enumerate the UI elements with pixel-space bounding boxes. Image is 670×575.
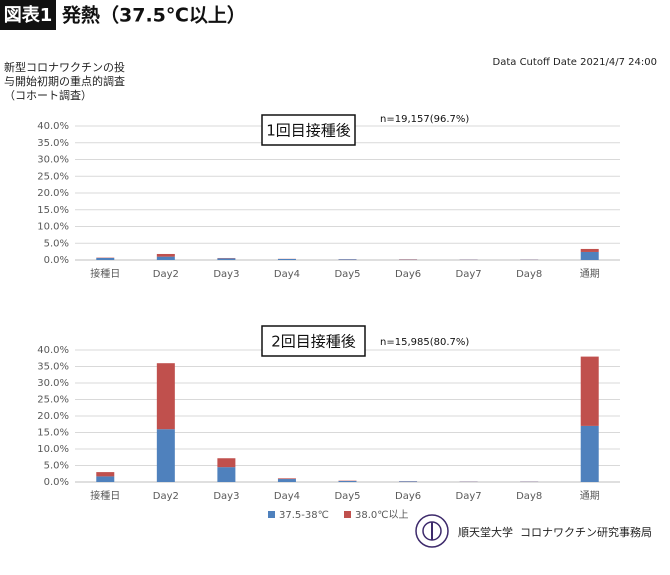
x-tick-label: Day8 bbox=[516, 491, 542, 502]
x-tick-label: Day6 bbox=[395, 269, 421, 280]
bar-segment bbox=[580, 356, 599, 426]
y-tick-label: 25.0% bbox=[37, 171, 69, 182]
x-tick-label: Day5 bbox=[334, 491, 360, 502]
badge: 図表1 bbox=[4, 4, 53, 26]
cutoff: Data Cutoff Date 2021/4/7 24:00 bbox=[493, 57, 657, 68]
sample-size: n=19,157(96.7%) bbox=[380, 114, 469, 125]
bar-segment bbox=[156, 253, 175, 257]
x-tick-label: Day4 bbox=[274, 491, 300, 502]
legend-label: 37.5-38℃ bbox=[279, 510, 329, 521]
bar-segment bbox=[338, 481, 357, 482]
y-tick-label: 30.0% bbox=[37, 378, 69, 389]
x-tick-label: Day4 bbox=[274, 269, 300, 280]
x-tick-label: Day3 bbox=[213, 269, 239, 280]
x-tick-label: 接種日 bbox=[90, 489, 120, 502]
bar-segment bbox=[338, 259, 357, 260]
logo bbox=[415, 514, 449, 548]
footer-office: コロナワクチン研究事務局 bbox=[520, 525, 652, 539]
y-tick-label: 30.0% bbox=[37, 155, 69, 166]
bar-segment bbox=[277, 479, 296, 482]
y-tick-label: 15.0% bbox=[37, 205, 69, 216]
legend-swatch bbox=[268, 511, 275, 518]
annotation-box: 2回目接種後 bbox=[271, 333, 356, 351]
x-tick-label: Day3 bbox=[213, 491, 239, 502]
bar-segment bbox=[580, 425, 599, 482]
bar-segment bbox=[277, 478, 296, 480]
bar-segment bbox=[96, 476, 115, 482]
bar-segment bbox=[277, 258, 296, 260]
bar-segment bbox=[96, 472, 115, 477]
y-tick-label: 35.0% bbox=[37, 138, 69, 149]
bar-segment bbox=[96, 257, 115, 260]
x-tick-label: Day2 bbox=[153, 491, 179, 502]
page-title: 発熱（37.5℃以上） bbox=[61, 4, 246, 27]
note: 新型コロナワクチンの投 bbox=[4, 60, 125, 74]
x-tick-label: 通期 bbox=[580, 268, 600, 280]
annotation-box: 1回目接種後 bbox=[266, 122, 351, 140]
y-tick-label: 35.0% bbox=[37, 362, 69, 373]
badge-box bbox=[0, 0, 56, 30]
note: 与開始初期の重点的調査 bbox=[4, 74, 125, 88]
y-tick-label: 0.0% bbox=[44, 255, 69, 266]
y-tick-label: 20.0% bbox=[37, 411, 69, 422]
sample-size: n=15,985(80.7%) bbox=[380, 337, 469, 348]
x-tick-label: Day2 bbox=[153, 269, 179, 280]
x-tick-label: 通期 bbox=[580, 490, 600, 502]
y-tick-label: 5.0% bbox=[44, 238, 69, 249]
x-tick-label: Day7 bbox=[456, 491, 482, 502]
x-tick-label: Day6 bbox=[395, 491, 421, 502]
y-tick-label: 40.0% bbox=[37, 345, 69, 356]
annotation-frame bbox=[261, 325, 366, 357]
bar-segment bbox=[156, 363, 175, 430]
annotation-frame bbox=[261, 114, 356, 146]
y-tick-label: 5.0% bbox=[44, 461, 69, 472]
note: （コホート調査） bbox=[4, 88, 92, 102]
x-tick-label: Day8 bbox=[516, 269, 542, 280]
bar-segment bbox=[217, 458, 236, 468]
y-tick-label: 0.0% bbox=[44, 477, 69, 488]
bar-segment bbox=[156, 429, 175, 482]
legend-label: 38.0℃以上 bbox=[355, 509, 409, 521]
bar-segment bbox=[399, 481, 418, 482]
bar-segment bbox=[580, 251, 599, 260]
bar-segment bbox=[580, 248, 599, 252]
bar-segment bbox=[156, 256, 175, 260]
x-tick-label: 接種日 bbox=[90, 267, 120, 280]
y-tick-label: 25.0% bbox=[37, 395, 69, 406]
x-tick-label: Day7 bbox=[456, 269, 482, 280]
y-tick-label: 15.0% bbox=[37, 428, 69, 439]
y-tick-label: 10.0% bbox=[37, 222, 69, 233]
bar-segment bbox=[217, 467, 236, 482]
x-tick-label: Day5 bbox=[334, 269, 360, 280]
y-tick-label: 20.0% bbox=[37, 188, 69, 199]
y-tick-label: 40.0% bbox=[37, 121, 69, 132]
y-tick-label: 10.0% bbox=[37, 444, 69, 455]
legend-swatch bbox=[344, 511, 351, 518]
bar-segment bbox=[217, 258, 236, 260]
footer-org: 順天堂大学 bbox=[458, 525, 513, 539]
